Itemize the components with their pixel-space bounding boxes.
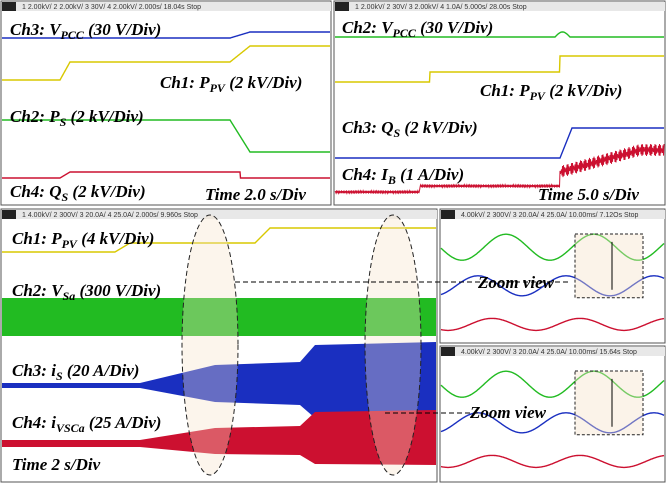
label-text: Ch2: P bbox=[10, 107, 60, 126]
label-subscript: PCC bbox=[61, 28, 85, 42]
label-text: (300 V/Div) bbox=[75, 281, 161, 300]
label-subscript: PV bbox=[62, 237, 78, 251]
channel-label: Ch2: PS (2 kV/Div) bbox=[10, 107, 144, 129]
figure: 1 2.00kV/ 2 2.00kV/ 3 30V/ 4 2.00kV/ 2.0… bbox=[0, 0, 666, 483]
channel-label: Ch1: PPV (4 kV/Div) bbox=[12, 229, 154, 251]
label-text: Ch2: V bbox=[12, 281, 64, 300]
label-text: (30 V/Div) bbox=[84, 20, 161, 39]
channel-label: Ch4: IB (1 A/Div) bbox=[342, 165, 464, 187]
scope-badge bbox=[2, 2, 16, 11]
label-text: (20 A/Div) bbox=[63, 361, 140, 380]
label-text: Ch2: V bbox=[342, 18, 394, 37]
label-text: Ch1: P bbox=[160, 73, 210, 92]
time-label: Time 2 s/Div bbox=[12, 455, 101, 474]
channel-label: Ch3: iS (20 A/Div) bbox=[12, 361, 139, 383]
channel-label: Ch2: VSa (300 V/Div) bbox=[12, 281, 161, 303]
channel-label: Ch2: VPCC (30 V/Div) bbox=[342, 18, 493, 40]
label-subscript: PV bbox=[530, 89, 546, 103]
label-text: Ch4: Q bbox=[10, 182, 61, 201]
label-subscript: VSCa bbox=[56, 421, 85, 435]
scope-header: 1 4.00kV/ 2 300V/ 3 20.0A/ 4 25.0A/ 2.00… bbox=[22, 212, 198, 219]
zoom-box bbox=[575, 371, 643, 435]
label-text: Ch3: i bbox=[12, 361, 56, 380]
scope-badge bbox=[335, 2, 349, 11]
scope-header: 1 2.00kV/ 2 2.00kV/ 3 30V/ 4 2.00kV/ 2.0… bbox=[22, 4, 201, 11]
label-subscript: PCC bbox=[393, 26, 417, 40]
scope-badge bbox=[441, 347, 455, 356]
scope-header: 1 2.00kV/ 2 30V/ 3 2.00kV/ 4 1.0A/ 5.000… bbox=[355, 4, 527, 11]
label-text: Ch1: P bbox=[12, 229, 62, 248]
channel-label: Ch3: VPCC (30 V/Div) bbox=[10, 20, 161, 42]
channel-label: Ch1: PPV (2 kV/Div) bbox=[480, 81, 622, 103]
highlight-ellipse bbox=[182, 215, 238, 475]
scope-header: 4.00kV/ 2 300V/ 3 20.0A/ 4 25.0A/ 10.00m… bbox=[461, 349, 637, 356]
label-text: (30 V/Div) bbox=[416, 18, 493, 37]
scope-badge bbox=[2, 210, 16, 219]
label-text: (2 kV/Div) bbox=[545, 81, 622, 100]
time-label: Time 2.0 s/Div bbox=[205, 185, 306, 204]
label-text: (2 kV/Div) bbox=[68, 182, 145, 201]
label-subscript: B bbox=[387, 173, 396, 187]
channel-label: Ch3: QS (2 kV/Div) bbox=[342, 118, 478, 140]
label-subscript: Sa bbox=[63, 289, 76, 303]
scope-badge bbox=[441, 210, 455, 219]
label-text: Ch3: Q bbox=[342, 118, 393, 137]
highlight-ellipse bbox=[365, 215, 421, 475]
label-text: (2 kV/Div) bbox=[66, 107, 143, 126]
label-text: Ch4: I bbox=[342, 165, 389, 184]
channel-label: Ch4: iVSCa (25 A/Div) bbox=[12, 413, 161, 435]
time-label: Time 5.0 s/Div bbox=[538, 185, 639, 204]
scope-header: 4.00kV/ 2 300V/ 3 20.0A/ 4 25.0A/ 10.00m… bbox=[461, 212, 639, 219]
zoom-box bbox=[575, 234, 643, 298]
zoom-label: Zoom view bbox=[477, 273, 555, 292]
zoom-label: Zoom view bbox=[469, 403, 547, 422]
label-text: Ch3: V bbox=[10, 20, 62, 39]
label-text: (25 A/Div) bbox=[85, 413, 162, 432]
label-text: (2 kV/Div) bbox=[225, 73, 302, 92]
label-text: Ch4: i bbox=[12, 413, 56, 432]
label-text: (2 kV/Div) bbox=[400, 118, 477, 137]
label-text: (4 kV/Div) bbox=[77, 229, 154, 248]
label-text: (1 A/Div) bbox=[396, 165, 464, 184]
label-text: Ch1: P bbox=[480, 81, 530, 100]
channel-label: Ch1: PPV (2 kV/Div) bbox=[160, 73, 302, 95]
channel-label: Ch4: QS (2 kV/Div) bbox=[10, 182, 146, 204]
label-subscript: PV bbox=[210, 81, 226, 95]
